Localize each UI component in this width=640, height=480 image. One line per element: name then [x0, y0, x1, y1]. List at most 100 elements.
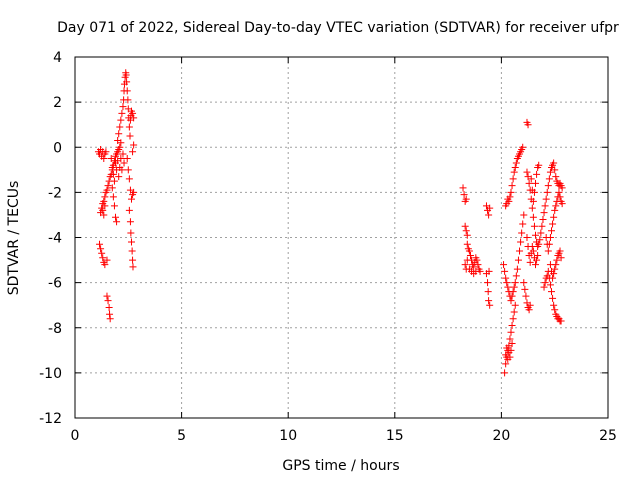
data-point: [108, 164, 116, 172]
data-point: [511, 301, 519, 309]
data-points: [94, 69, 566, 377]
chart-title: Day 071 of 2022, Sidereal Day-to-day VTE…: [57, 20, 619, 36]
data-point: [529, 213, 537, 221]
data-point: [509, 315, 517, 323]
data-point: [508, 340, 516, 348]
data-point: [122, 71, 130, 79]
x-tick-label: 5: [177, 428, 186, 444]
data-point: [530, 222, 538, 230]
data-point: [127, 238, 135, 246]
data-series: [107, 69, 138, 271]
x-tick-label: 10: [279, 428, 297, 444]
data-point: [538, 222, 546, 230]
data-point: [105, 303, 113, 311]
data-point: [100, 197, 108, 205]
data-point: [460, 191, 468, 199]
data-point: [543, 188, 551, 196]
data-point: [551, 166, 559, 174]
data-point: [501, 369, 509, 377]
data-point: [557, 317, 565, 325]
data-point: [540, 209, 548, 217]
data-point: [550, 270, 558, 278]
data-point: [96, 240, 104, 248]
data-point: [528, 204, 536, 212]
data-point: [106, 315, 114, 323]
data-point: [127, 229, 135, 237]
data-point: [557, 254, 565, 262]
data-point: [127, 195, 135, 203]
data-point: [545, 240, 553, 248]
data-point: [506, 193, 514, 201]
data-point: [528, 243, 536, 251]
data-point: [98, 249, 106, 257]
data-point: [526, 301, 534, 309]
x-tick-label: 15: [386, 428, 404, 444]
y-tick-label: -10: [39, 366, 62, 382]
data-point: [548, 227, 556, 235]
data-series: [520, 188, 566, 325]
data-point: [459, 184, 467, 192]
data-point: [551, 265, 559, 273]
data-point: [525, 306, 533, 314]
data-point: [484, 279, 492, 287]
data-point: [502, 360, 510, 368]
data-point: [108, 184, 116, 192]
data-point: [537, 229, 545, 237]
data-point: [129, 256, 137, 264]
data-point: [101, 193, 109, 201]
data-point: [124, 96, 132, 104]
data-point: [535, 240, 543, 248]
data-point: [530, 188, 538, 196]
data-point: [558, 184, 566, 192]
data-point: [463, 256, 471, 264]
data-point: [540, 283, 548, 291]
data-point: [485, 297, 493, 305]
data-point: [461, 261, 469, 269]
data-point: [510, 283, 518, 291]
data-point: [506, 353, 514, 361]
data-point: [514, 256, 522, 264]
data-point: [502, 274, 510, 282]
data-point: [509, 288, 517, 296]
data-point: [542, 195, 550, 203]
data-point: [549, 274, 557, 282]
data-point: [513, 265, 521, 273]
data-point: [521, 285, 529, 293]
data-point: [546, 168, 554, 176]
data-point: [508, 321, 516, 329]
data-point: [503, 279, 511, 287]
data-point: [546, 234, 554, 241]
data-point: [507, 346, 515, 354]
data-point: [534, 252, 542, 260]
data-point: [508, 292, 516, 300]
data-point: [103, 292, 111, 300]
data-point: [511, 164, 519, 172]
data-point: [99, 206, 107, 214]
data-point: [549, 294, 557, 302]
data-point: [125, 206, 133, 214]
x-axis-label: GPS time / hours: [282, 458, 399, 474]
data-point: [126, 132, 134, 140]
data-point: [465, 247, 473, 255]
data-point: [113, 218, 121, 226]
x-tick-label: 20: [492, 428, 510, 444]
data-point: [503, 344, 511, 352]
data-point: [504, 283, 512, 291]
data-point: [510, 168, 518, 176]
data-point: [117, 116, 125, 124]
data-point: [106, 310, 114, 318]
data-point: [533, 170, 541, 178]
data-point: [462, 227, 470, 235]
y-axis-label: SDTVAR / TECUs: [6, 181, 22, 296]
data-point: [556, 247, 564, 255]
data-point: [552, 202, 560, 210]
data-point: [466, 252, 474, 260]
data-point: [117, 155, 125, 163]
data-point: [539, 215, 547, 223]
data-series: [482, 202, 494, 309]
data-point: [520, 211, 528, 219]
data-point: [486, 204, 494, 212]
data-point: [102, 148, 110, 156]
data-point: [124, 166, 132, 174]
y-tick-label: -8: [48, 321, 62, 337]
